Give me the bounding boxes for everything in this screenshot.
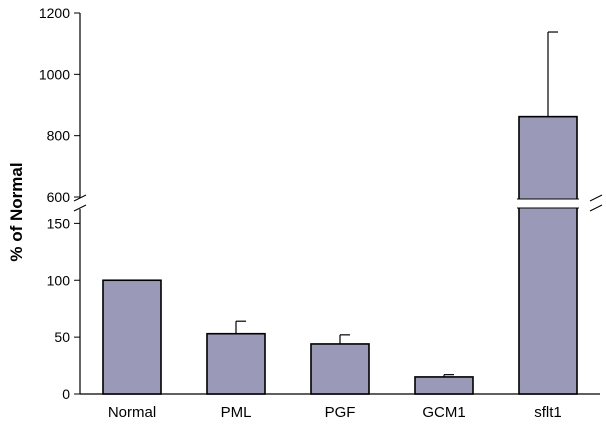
y-tick-label: 100 [47, 272, 71, 288]
y-tick-label: 150 [47, 215, 71, 231]
y-axis-label: % of Normal [7, 162, 26, 261]
bar-pgf [310, 343, 370, 395]
bars [102, 115, 579, 395]
bar-normal [102, 279, 162, 395]
axis-break-mark [589, 194, 603, 202]
x-tick-labels: Normal PML PGF GCM1 sflt1 [108, 404, 562, 421]
y-tick-label: 50 [54, 329, 70, 345]
bar-gcm1 [414, 376, 474, 395]
bar-break-gap [517, 199, 579, 208]
bar-pml [206, 332, 266, 395]
axis-break-mark [73, 194, 87, 202]
axis-break-mark [73, 204, 87, 212]
error-bars [235, 31, 558, 377]
y-tick-label: 800 [47, 128, 71, 144]
x-tick-label-pgf: PGF [325, 404, 356, 421]
y-tick-label: 1000 [39, 66, 70, 82]
x-tick-label-gcm1: GCM1 [422, 404, 465, 421]
x-tick-label-sflt1: sflt1 [534, 404, 562, 421]
y-tick-label: 0 [62, 386, 70, 402]
y-tick-label: 1200 [39, 5, 70, 21]
bar-sflt1 [518, 115, 578, 395]
axis-break-mark [589, 204, 603, 212]
x-tick-label-normal: Normal [108, 404, 156, 421]
y-tick-label: 600 [47, 189, 71, 205]
y-ticks: 0 50 100 150 600 800 1000 1200 [39, 5, 80, 402]
x-tick-label-pml: PML [221, 404, 252, 421]
